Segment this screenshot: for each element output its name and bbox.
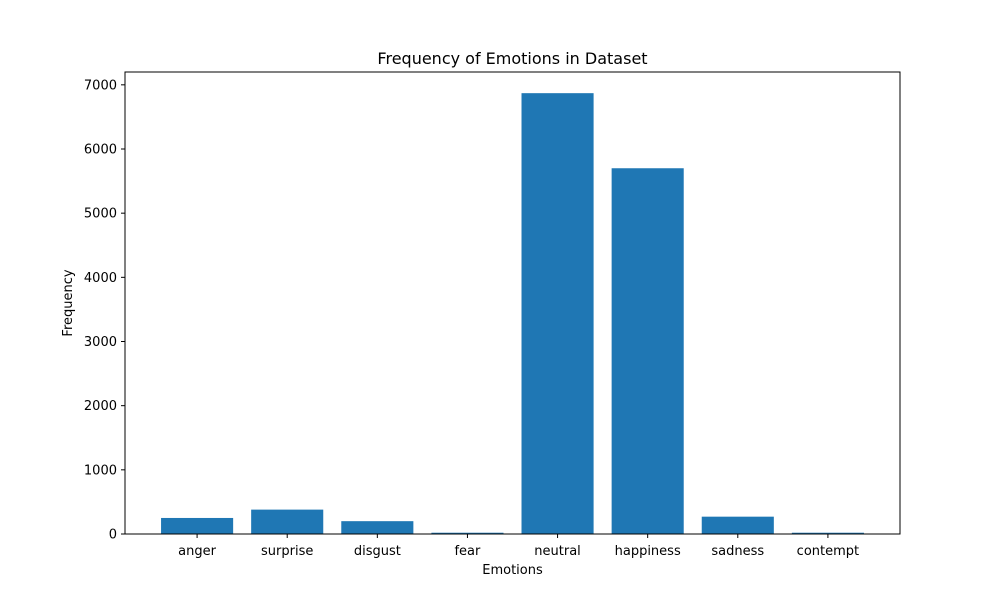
x-tick-label-contempt: contempt bbox=[797, 544, 859, 559]
bar-happiness bbox=[611, 168, 684, 534]
y-tick-label-7000: 7000 bbox=[84, 78, 117, 93]
y-tick-label-1000: 1000 bbox=[84, 463, 117, 478]
bar-fear bbox=[431, 532, 504, 534]
x-tick-label-fear: fear bbox=[454, 544, 481, 559]
bar-anger bbox=[161, 517, 234, 534]
y-axis-label: Frequency bbox=[61, 269, 76, 336]
plot-frame bbox=[124, 71, 901, 535]
y-tick-label-0: 0 bbox=[109, 528, 117, 543]
x-axis-label: Emotions bbox=[482, 563, 543, 578]
y-tick-label-5000: 5000 bbox=[84, 207, 117, 222]
y-tick-label-6000: 6000 bbox=[84, 143, 117, 158]
y-tick-label-2000: 2000 bbox=[84, 399, 117, 414]
y-axis-ticks: 0 1000 2000 3000 4000 5000 6000 7000 bbox=[84, 78, 125, 543]
y-tick-label-3000: 3000 bbox=[84, 335, 117, 350]
bars-group bbox=[161, 93, 864, 535]
x-tick-label-surprise: surprise bbox=[261, 544, 313, 559]
bar-neutral bbox=[521, 93, 594, 535]
x-tick-label-disgust: disgust bbox=[354, 544, 401, 559]
y-tick-label-4000: 4000 bbox=[84, 271, 117, 286]
x-tick-label-neutral: neutral bbox=[534, 544, 581, 559]
x-axis-ticks: anger surprise disgust fear neutral happiness… bbox=[178, 534, 859, 559]
x-tick-label-anger: anger bbox=[178, 544, 216, 559]
bar-contempt bbox=[791, 532, 864, 534]
chart-title: Frequency of Emotions in Dataset bbox=[377, 49, 647, 68]
x-tick-label-happiness: happiness bbox=[615, 544, 681, 559]
bar-sadness bbox=[701, 516, 774, 534]
bar-disgust bbox=[341, 521, 414, 534]
bar-surprise bbox=[251, 509, 324, 534]
x-tick-label-sadness: sadness bbox=[711, 544, 764, 559]
